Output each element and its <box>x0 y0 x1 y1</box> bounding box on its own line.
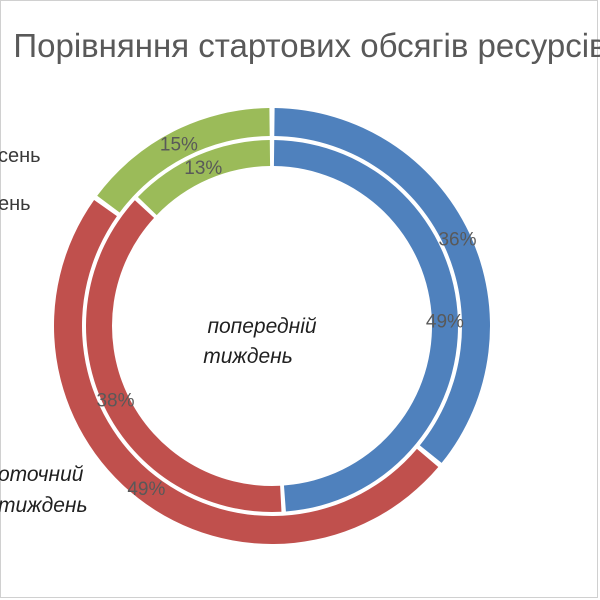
legend-entry-1: сень <box>0 145 41 167</box>
inner-ring-data-label-1: 49% <box>426 312 464 333</box>
outer-series-label-line-2: тиждень <box>0 494 88 517</box>
outer-ring-slice-2 <box>54 199 439 544</box>
chart-title: Порівняння стартових обсягів ресурсів <box>13 27 600 64</box>
outer-ring-data-label-1: 36% <box>438 230 476 251</box>
outer-ring-slice-3 <box>97 108 270 213</box>
outer-ring-data-label-3: 15% <box>160 134 198 155</box>
outer-ring <box>54 108 491 544</box>
inner-ring-slice-2 <box>85 200 282 513</box>
inner-ring-data-label-3: 13% <box>184 158 222 179</box>
inner-ring-data-label-2: 38% <box>96 391 134 412</box>
legend-entry-2: ень <box>0 193 31 215</box>
data-labels: 36% 49% 15% 49% 38% 13% <box>96 134 476 500</box>
inner-ring-slice-1 <box>273 140 459 512</box>
outer-ring-slice-1 <box>274 108 491 463</box>
inner-series-label-line-2: тиждень <box>203 345 293 368</box>
inner-series-label-line-1: попередній <box>207 315 316 338</box>
outer-series-label-line-1: оточний <box>0 463 84 486</box>
outer-ring-data-label-2: 49% <box>127 479 165 500</box>
inner-ring <box>85 140 459 513</box>
inner-ring-slice-3 <box>137 140 271 216</box>
